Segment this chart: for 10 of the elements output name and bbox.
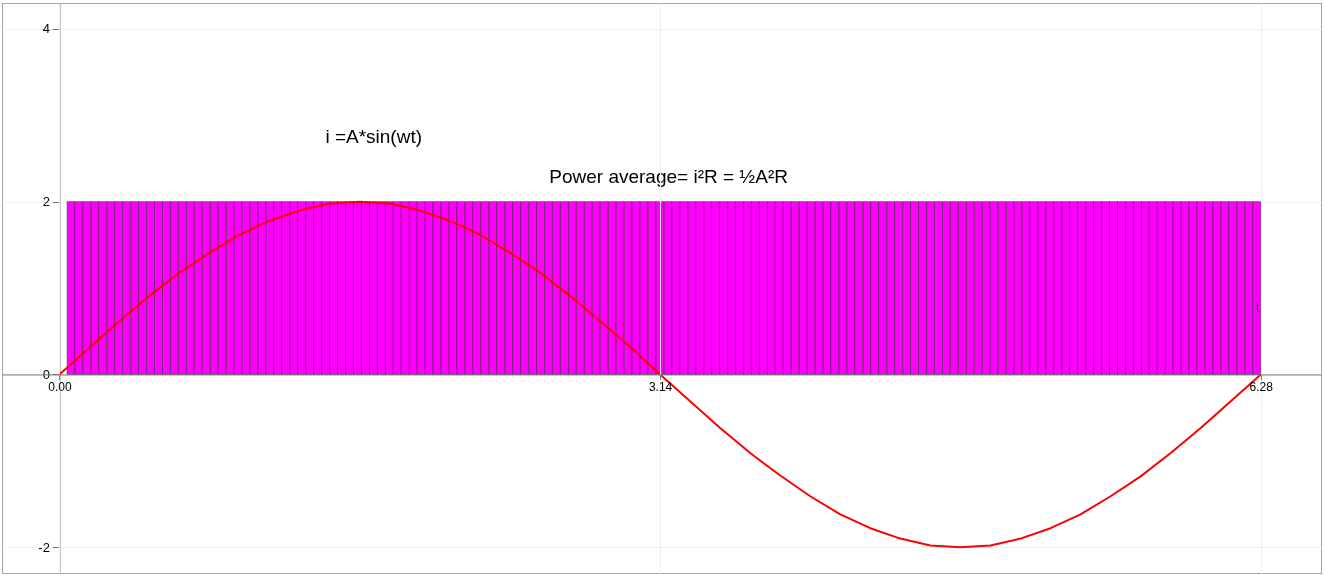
x-axis-title: t	[1255, 300, 1260, 315]
y-tick-label: 0	[42, 366, 50, 382]
x-tick-label: 3.14	[648, 379, 673, 394]
y-tick-label: 4	[42, 21, 50, 37]
annotation: i =A*sin(wt)	[325, 126, 423, 148]
x-tick-label: 6.28	[1249, 379, 1274, 394]
annotation: Power average= i²R = ½A²R	[549, 166, 788, 188]
y-tick-label: -2	[38, 539, 50, 555]
y-tick-label: 2	[42, 194, 50, 210]
x-tick-label: 0.00	[48, 379, 72, 394]
